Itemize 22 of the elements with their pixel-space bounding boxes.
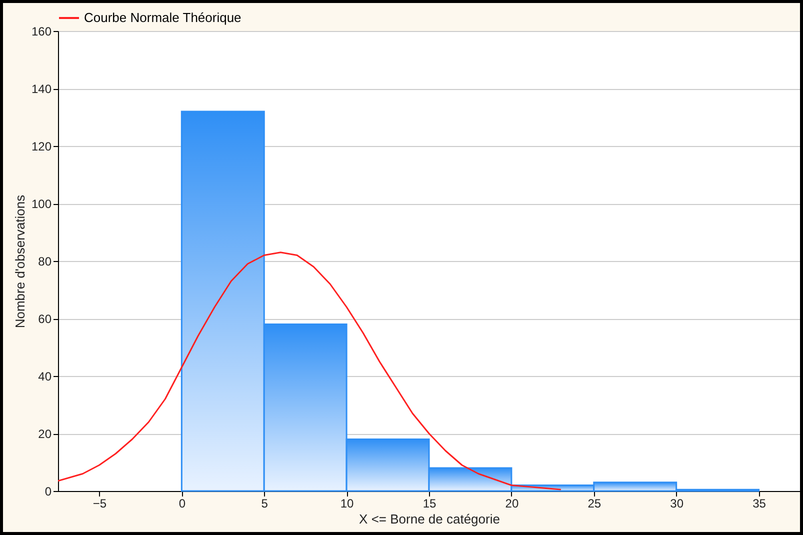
- x-axis-title: X <= Borne de catégorie: [359, 512, 500, 526]
- y-tick-label: 120: [31, 140, 52, 154]
- x-tick-label: 20: [505, 496, 519, 510]
- x-tick-label: 5: [261, 496, 268, 510]
- x-tick-label: 35: [752, 496, 766, 510]
- legend-label: Courbe Normale Théorique: [84, 10, 242, 25]
- y-axis-title: Nombre d'observations: [12, 194, 28, 328]
- x-tick-label: 25: [588, 496, 602, 510]
- y-tick-label: 160: [31, 24, 52, 38]
- x-tick-label: 15: [422, 496, 436, 510]
- x-tick-label: −5: [92, 496, 107, 510]
- y-tick-label: 80: [38, 254, 52, 268]
- y-tick-label: 0: [44, 484, 52, 498]
- y-tick-label: 60: [38, 312, 52, 326]
- y-tick-label: 20: [38, 427, 52, 441]
- line-series: [58, 252, 562, 490]
- x-tick-label: 0: [178, 496, 186, 510]
- y-tick-label: 40: [38, 370, 52, 384]
- x-tick-label: 10: [340, 496, 354, 510]
- y-tick-label: 100: [31, 197, 52, 211]
- y-tick-label: 140: [31, 82, 52, 96]
- x-tick-label: 30: [670, 496, 684, 510]
